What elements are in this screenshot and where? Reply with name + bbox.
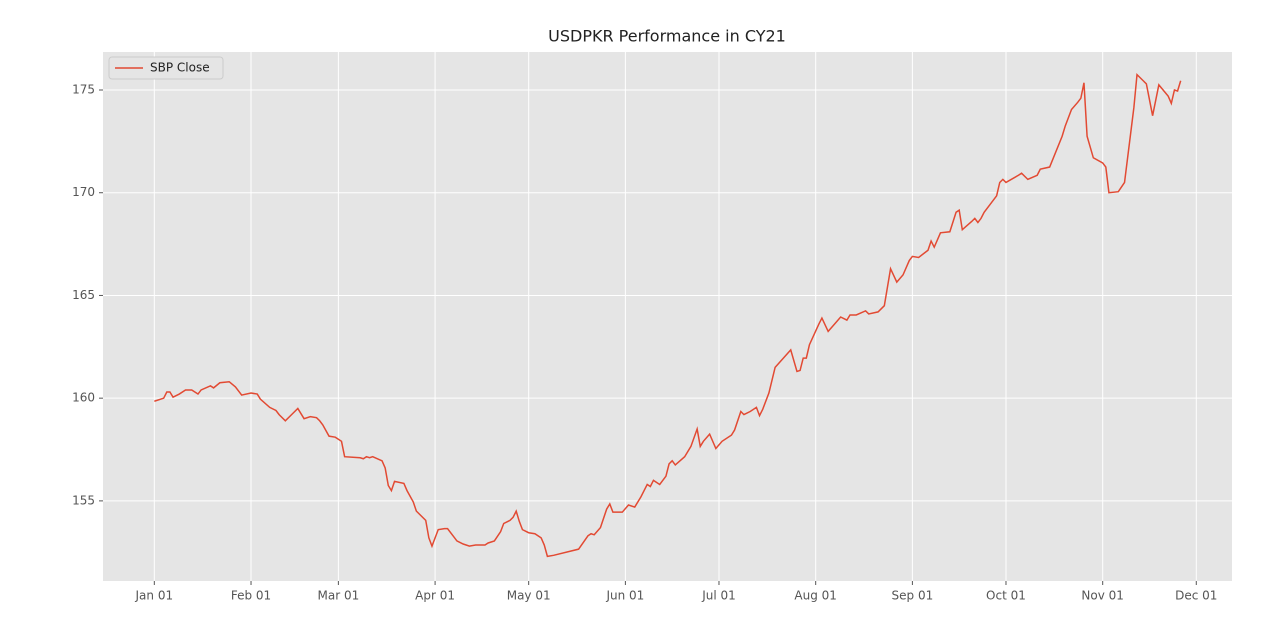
y-tick-label: 175 [72,83,95,97]
y-tick-label: 155 [72,493,95,507]
x-tick-label: Sep 01 [892,589,934,603]
x-tick-label: Jun 01 [605,589,644,603]
grid [103,52,1232,581]
x-tick-label: Nov 01 [1081,589,1124,603]
x-tick-label: Feb 01 [231,589,271,603]
chart-title: USDPKR Performance in CY21 [548,27,786,46]
y-tick-label: 170 [72,185,95,199]
x-tick-label: Apr 01 [415,589,455,603]
line [154,72,1182,558]
x-tick-label: Jul 01 [701,589,736,603]
legend-label: SBP Close [150,61,210,75]
y-tick-label: 160 [72,391,95,405]
y-tick-label: 165 [72,288,95,302]
legend-box [108,56,224,80]
x-tick-label: Dec 01 [1175,589,1217,603]
x-tick-label: Jan 01 [135,589,174,603]
x-tick-label: Mar 01 [318,589,360,603]
plot-area [103,52,1232,581]
x-tick-label: Aug 01 [794,589,837,603]
x-tick-label: Oct 01 [986,589,1026,603]
x-tick-label: May 01 [507,589,551,603]
